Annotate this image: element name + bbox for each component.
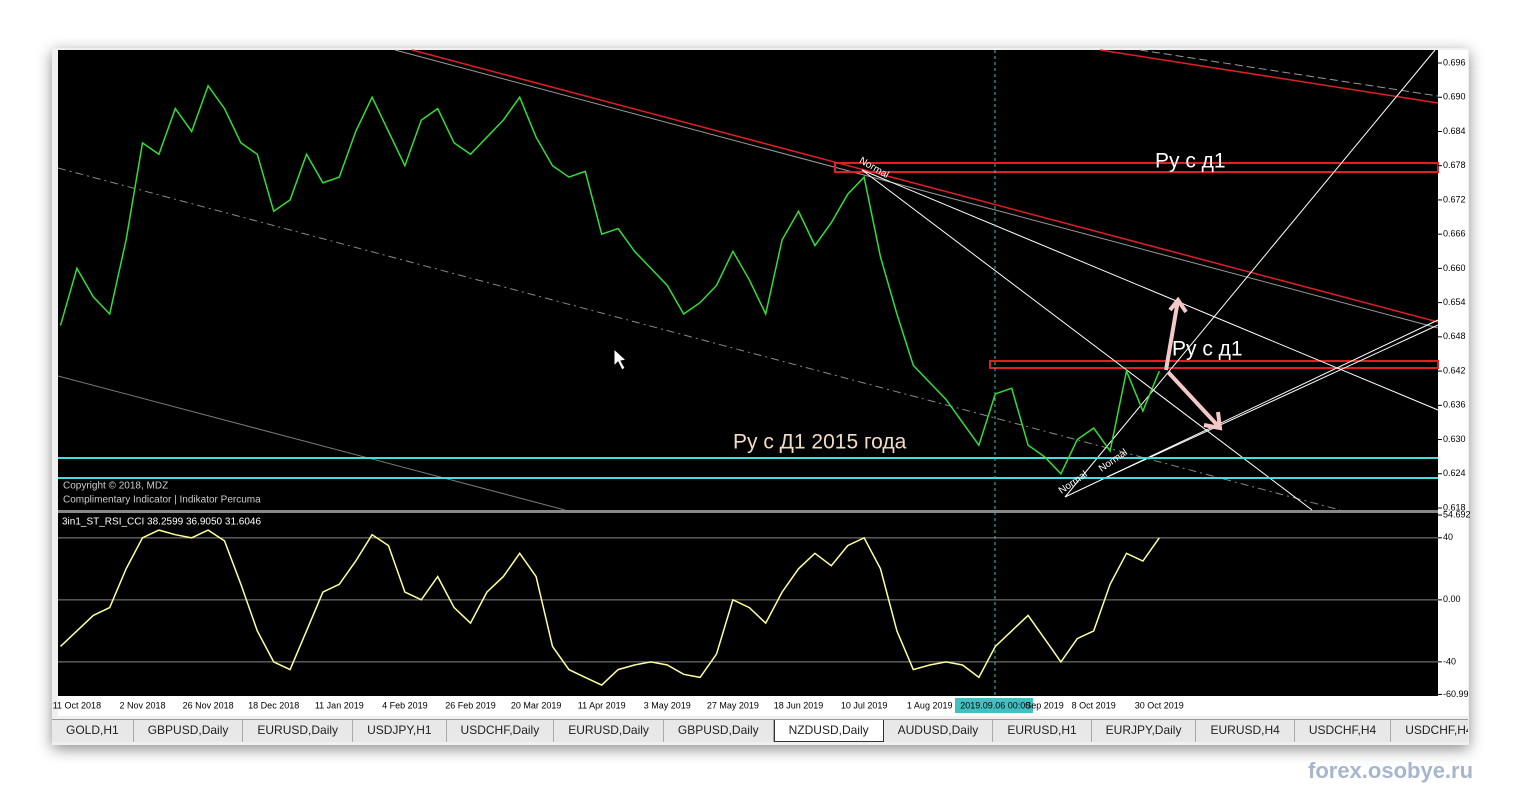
chart-tab[interactable]: NZDUSD,Daily [773, 720, 884, 742]
x-tick-label: 2 Nov 2018 [119, 700, 165, 710]
trend-line [861, 169, 1313, 511]
y-tick-label: -40 [1443, 656, 1456, 666]
chart-tab[interactable]: AUDUSD,Daily [884, 720, 994, 742]
chart-tab[interactable]: EURUSD,Daily [554, 720, 664, 742]
y-tick-label: 0.696 [1443, 57, 1466, 67]
x-tick-label: 26 Nov 2018 [183, 700, 234, 710]
y-tick-label: 0.618 [1443, 502, 1466, 512]
x-tick-label: 2019.09.06 00:00 [960, 700, 1030, 710]
chart-tab[interactable]: GBPUSD,Daily [134, 720, 244, 742]
y-tick-label: 0.636 [1443, 400, 1466, 410]
annotation: Ру с д1 [1172, 338, 1243, 361]
indicator-note: Complimentary Indicator | Indikator Perc… [63, 495, 261, 506]
y-tick-label: 0.642 [1443, 365, 1466, 375]
trend-line [1139, 49, 1439, 97]
trend-line [394, 49, 1439, 329]
x-tick-label: 8 Oct 2019 [1072, 700, 1116, 710]
y-tick-label: 0.660 [1443, 263, 1466, 273]
annotation: Ру с Д1 2015 года [733, 431, 907, 454]
x-tick-label: 27 May 2019 [707, 700, 759, 710]
mouse-cursor [613, 347, 628, 371]
trend-line [1104, 324, 1439, 479]
trend-line [411, 49, 1439, 323]
y-tick-label: 0.648 [1443, 331, 1466, 341]
trend-line [1099, 49, 1439, 104]
x-tick-label: 30 Oct 2019 [1135, 700, 1184, 710]
oscillator-pane [58, 513, 1438, 696]
x-tick-label: 26 Feb 2019 [445, 700, 496, 710]
arrow [1164, 296, 1223, 431]
x-tick-label: 4 Feb 2019 [382, 700, 428, 710]
y-tick-label: 0.630 [1443, 434, 1466, 444]
trend-line [57, 375, 566, 511]
cursor-date-box [955, 698, 1033, 713]
annotation: Ру с д1 [1155, 150, 1226, 173]
indicator-title: 3in1_ST_RSI_CCI 38.2599 36.9050 31.6046 [62, 517, 261, 528]
y-tick-label: 0.690 [1443, 92, 1466, 102]
y-tick-label: 0.654 [1443, 297, 1466, 307]
chart-tab[interactable]: EURJPY,Daily [1092, 720, 1197, 742]
chart-tab[interactable]: USDCHF,H4 [1295, 720, 1392, 742]
y-tick-label: 0.672 [1443, 194, 1466, 204]
x-tick-label: 10 Jul 2019 [841, 700, 888, 710]
price-pane [58, 50, 1438, 510]
x-tick-label: 11 Apr 2019 [578, 700, 626, 710]
price-axis [1438, 50, 1468, 696]
series-line [59, 84, 1160, 476]
y-tick-label: 54.692 [1443, 509, 1471, 519]
chart-tab[interactable]: USDCHF,H4 [1391, 720, 1468, 742]
trend-line [57, 167, 1341, 511]
y-tick-label: 0.666 [1443, 229, 1466, 239]
trend-line [861, 169, 1439, 411]
trend-line [1064, 49, 1436, 498]
chart-tab[interactable]: USDCHF,Daily [447, 720, 555, 742]
series-line [59, 529, 1160, 686]
x-tick-label: 3 May 2019 [644, 700, 691, 710]
zone [834, 162, 1439, 173]
tab-bar: GOLD,H1 GBPUSD,Daily EURUSD,Daily USDJPY,H1… [52, 719, 1468, 742]
x-tick-label: 11 Jan 2019 [315, 700, 364, 710]
y-tick-label: 40 [1443, 532, 1453, 542]
y-tick-label: 0.678 [1443, 160, 1466, 170]
x-tick-label: 20 Mar 2019 [511, 700, 562, 710]
x-tick-label: Sep 2019 [1025, 700, 1064, 710]
y-tick-label: -60.99 [1443, 689, 1469, 699]
chart-tab[interactable]: EURUSD,Daily [243, 720, 354, 742]
pane-separator [58, 510, 1438, 513]
date-axis [58, 696, 1468, 716]
chart-tab[interactable]: EURUSD,H1 [993, 720, 1092, 742]
watermark: forex.osobye.ru [1308, 758, 1474, 783]
chart-tab[interactable]: USDJPY,H1 [353, 720, 447, 742]
chart-tab[interactable]: EURUSD,H4 [1196, 720, 1295, 742]
y-tick-label: 0.684 [1443, 126, 1466, 136]
y-tick-label: 0.00 [1443, 594, 1461, 604]
chart-tab[interactable]: GBPUSD,Daily [664, 720, 774, 742]
x-tick-label: 18 Dec 2018 [248, 700, 299, 710]
x-tick-label: 18 Jun 2019 [774, 700, 824, 710]
zone [989, 360, 1439, 369]
indicator-note: Copyright © 2018, MDZ [63, 481, 168, 492]
y-tick-label: 0.624 [1443, 468, 1466, 478]
x-tick-label: 1 Aug 2019 [907, 700, 953, 710]
x-tick-label: 11 Oct 2018 [53, 700, 101, 710]
chart-tab[interactable]: GOLD,H1 [52, 720, 134, 742]
drawings [57, 49, 1439, 696]
